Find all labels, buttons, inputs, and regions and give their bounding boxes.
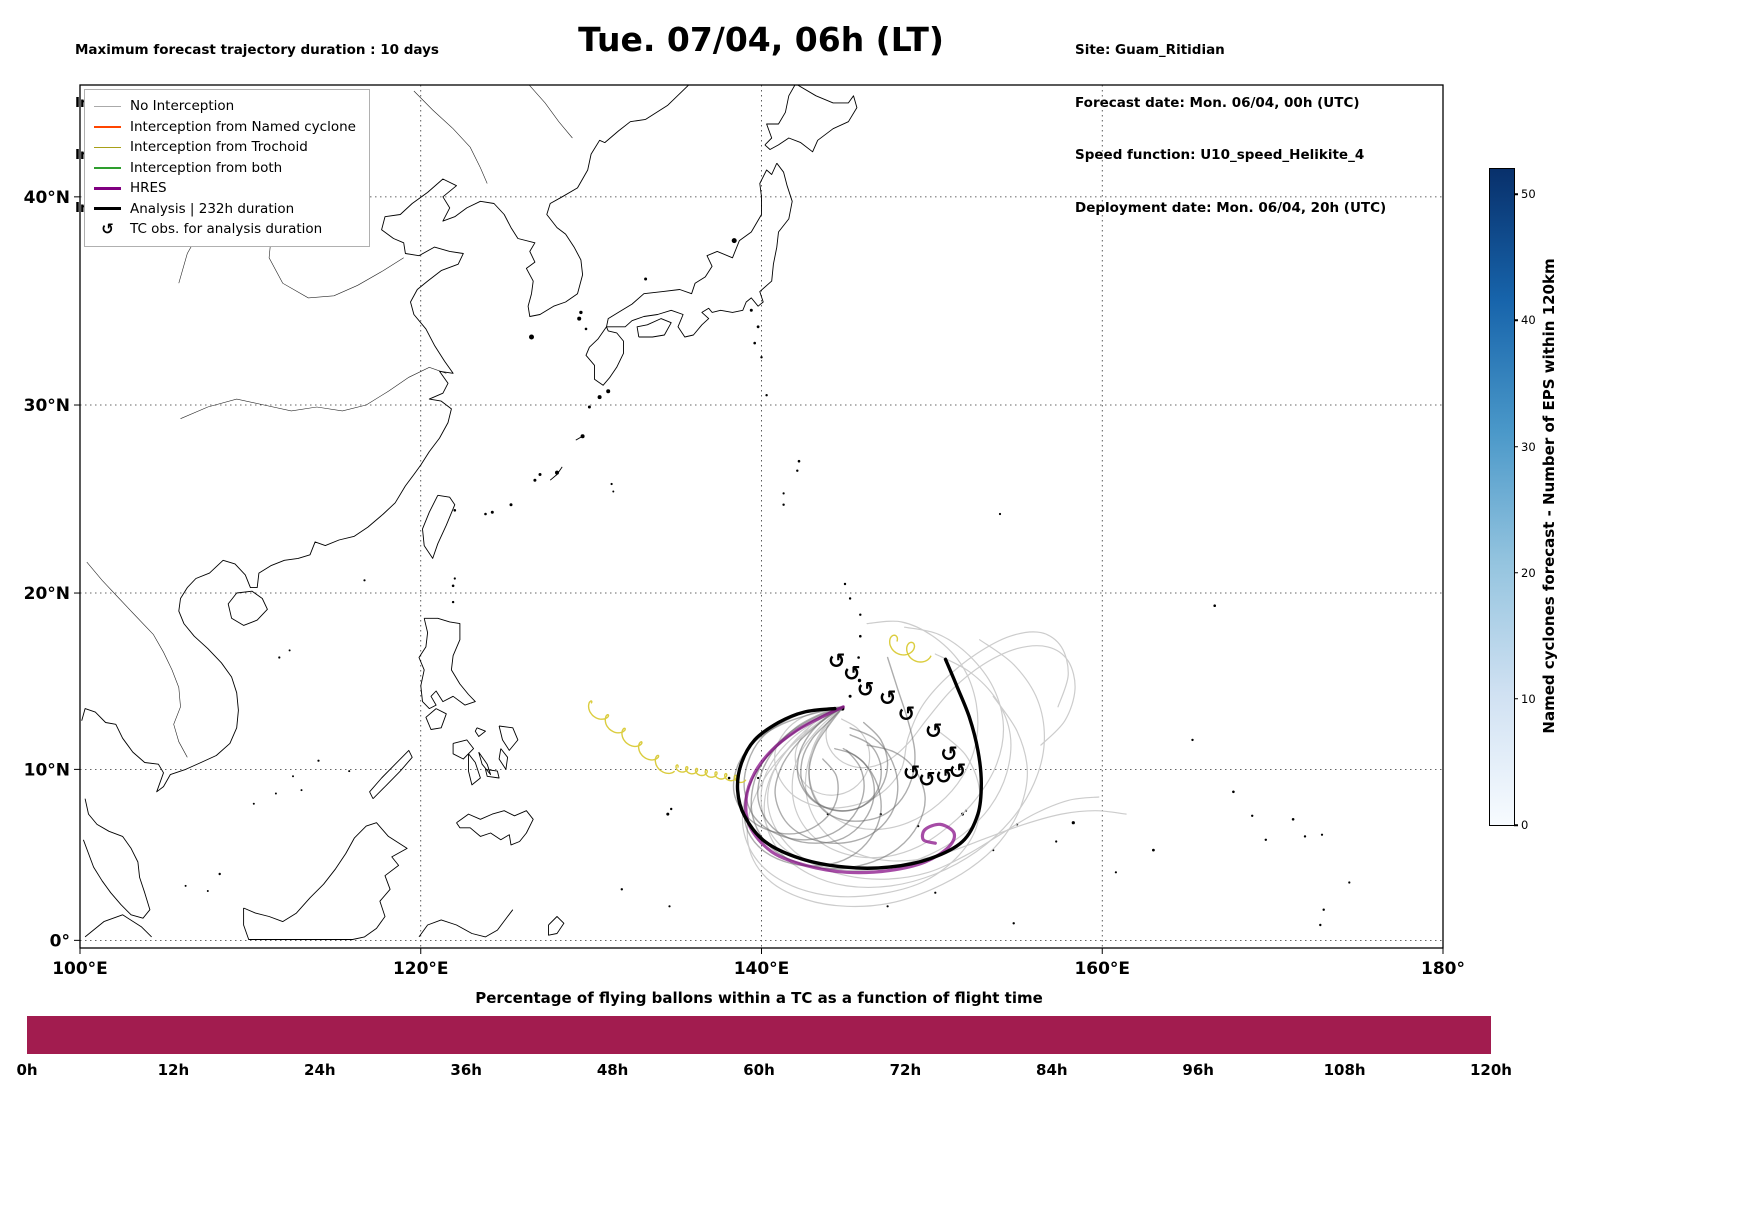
colorbar-tick-label: 0 [1521,818,1529,832]
legend-item: No Interception [94,96,356,117]
legend-label: Interception from Trochoid [130,139,308,156]
x-tick-label: 120°E [393,959,449,979]
param-line: Maximum forecast trajectory duration : 1… [75,42,439,58]
svg-text:↺: ↺ [828,649,846,673]
legend: No Interception Interception from Named c… [84,89,370,247]
y-tick-label: 40°N [24,188,70,208]
legend-label: Interception from both [130,159,283,176]
svg-text:↺: ↺ [843,661,861,685]
site-info: Site: Guam_Ritidian Forecast date: Mon. … [1075,7,1386,252]
colorbar-tick-label: 40 [1521,313,1536,328]
analysis-track [735,657,984,870]
colorbar-tick [1514,698,1518,700]
axis-labels: 100°E 120°E 140°E 160°E 180° 0° 10°N 20°N 30°N 40… [24,188,1465,979]
coastlines [81,85,858,940]
legend-item: Interception from Named cyclone [94,117,356,138]
site-info-line: Forecast date: Mon. 06/04, 00h (UTC) [1075,94,1360,111]
svg-text:↺: ↺ [918,768,936,792]
site-info-line: Speed function: U10_speed_Helikite_4 [1075,147,1365,163]
y-tick-label: 20°N [24,584,70,604]
y-tick-label: 30°N [24,396,70,416]
figure-title: Tue. 07/04, 06h (LT) [578,20,944,59]
legend-label: TC obs. for analysis duration [130,221,323,238]
flight-time-tick-label: 108h [1323,1061,1366,1079]
legend-line-swatch [94,186,121,190]
flight-time-tick-label: 24h [304,1061,336,1079]
legend-line-swatch [94,167,121,169]
hres-track [744,705,957,875]
svg-text:↺: ↺ [925,719,943,743]
legend-label: No Interception [130,98,235,115]
legend-line-swatch [94,105,121,107]
legend-line-swatch [94,126,121,128]
legend-item: Interception from both [94,158,356,179]
colorbar-tick [1514,193,1518,195]
legend-line-swatch [94,207,121,211]
bottom-chart-title: Percentage of flying ballons within a TC… [475,989,1043,1007]
legend-label: Analysis | 232h duration [130,200,295,217]
colorbar-tick [1514,824,1518,826]
svg-text:↺: ↺ [940,742,958,766]
colorbar-tick-label: 30 [1521,439,1536,454]
ensemble-tracks-light [741,620,1127,908]
flight-time-tick-label: 48h [596,1061,629,1079]
colorbar-tick-label: 20 [1521,565,1536,580]
svg-text:↺: ↺ [935,764,953,788]
legend-item: Interception from Trochoid [94,137,356,158]
legend-item: ↺ TC obs. for analysis duration [94,219,356,240]
ensemble-tracks-dark [732,656,926,870]
x-tick-label: 140°E [734,959,790,979]
flight-time-tick-label: 96h [1182,1061,1214,1079]
svg-text:↺: ↺ [903,761,921,785]
colorbar-tick-label: 10 [1521,691,1536,706]
colorbar: 0 10 20 30 40 50 [1489,168,1536,832]
x-tick-label: 100°E [52,959,108,979]
flight-time-tick-label: 120h [1470,1061,1512,1079]
tc-obs-icon: ↺ [101,219,114,238]
legend-label: Interception from Named cyclone [130,118,356,135]
flight-time-bar [27,1016,1491,1054]
map-content: ↺↺↺ ↺↺↺↺↺↺↺↺ [80,85,1443,948]
y-tick-label: 10°N [24,760,70,780]
svg-text:↺: ↺ [949,759,967,783]
flight-time-tick-label: 12h [157,1061,190,1079]
colorbar-tick [1514,319,1518,322]
colorbar-tick [1514,445,1518,448]
x-tick-label: 160°E [1074,959,1130,979]
legend-item: Analysis | 232h duration [94,199,356,220]
colorbar-tick-label: 50 [1521,187,1536,202]
site-info-line: Site: Guam_Ritidian [1075,42,1225,58]
flight-time-tick-label: 60h [743,1061,775,1079]
flight-time-tick-label: 0h [16,1061,38,1079]
legend-label: HRES [130,180,167,197]
site-info-line: Deployment date: Mon. 06/04, 20h (UTC) [1075,199,1387,216]
flight-time-tick-label: 84h [1036,1061,1068,1079]
flight-time-tick-label: 36h [450,1061,482,1079]
legend-line-swatch [94,146,121,148]
colorbar-tick [1514,571,1518,574]
flight-time-tick-label: 72h [889,1061,922,1079]
svg-text:↺: ↺ [857,677,875,701]
svg-text:↺: ↺ [879,686,897,710]
tc-obs-symbols: ↺↺↺ ↺↺↺↺↺↺↺↺ [828,649,967,792]
svg-text:↺: ↺ [897,702,915,726]
colorbar-label: Named cyclones forecast - Number of EPS … [1540,258,1558,734]
trochoid-tracks [587,634,932,784]
legend-item: HRES [94,178,356,199]
x-tick-label: 180° [1421,959,1465,979]
y-tick-label: 0° [50,931,70,951]
flight-time-axis: 0h 12h 24h 36h 48h 60h 72h 84h 96h 108h 120h [0,1061,1748,1085]
island-dots [184,238,1351,927]
